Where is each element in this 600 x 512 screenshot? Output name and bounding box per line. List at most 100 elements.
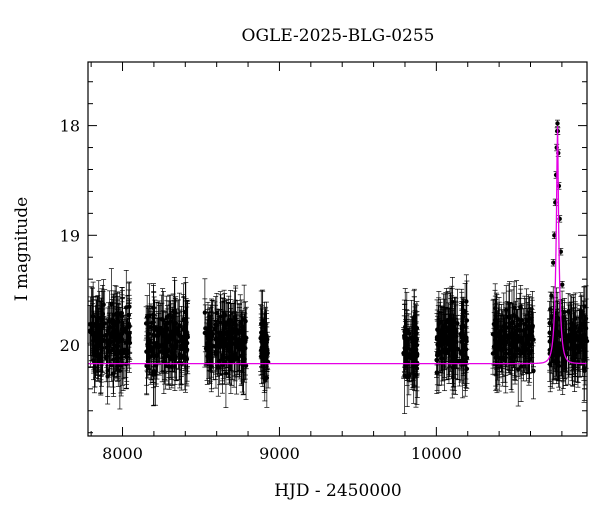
point-marker [216, 365, 221, 370]
point-marker [107, 338, 113, 344]
data-point [414, 334, 420, 374]
point-marker [170, 352, 176, 357]
data-point [172, 298, 178, 348]
data-point [90, 303, 96, 357]
point-marker [163, 350, 169, 356]
data-point [511, 281, 517, 334]
point-marker [531, 337, 536, 342]
point-marker [530, 323, 535, 329]
point-marker [172, 324, 177, 330]
point-marker [507, 351, 512, 356]
point-marker [412, 322, 417, 328]
point-marker [516, 367, 521, 372]
point-marker [149, 348, 154, 354]
data-point [214, 292, 220, 333]
point-marker [184, 347, 190, 352]
data-point [491, 298, 497, 350]
point-marker [95, 351, 101, 357]
point-marker [220, 339, 226, 344]
point-marker [102, 333, 108, 338]
data-point [170, 337, 176, 372]
point-marker [98, 325, 103, 330]
point-marker [240, 350, 245, 356]
data-point [150, 343, 156, 407]
point-marker [116, 332, 121, 338]
point-marker [146, 341, 151, 346]
point-marker [493, 355, 498, 360]
point-marker [548, 306, 553, 312]
point-marker [156, 330, 162, 335]
point-marker [147, 313, 152, 318]
point-marker [209, 359, 214, 365]
point-marker [173, 330, 178, 335]
point-marker [223, 371, 229, 376]
point-marker [112, 319, 118, 324]
data-point [444, 323, 450, 381]
point-marker [97, 337, 103, 342]
data-point [151, 336, 157, 406]
point-marker [225, 329, 231, 335]
point-marker [179, 343, 184, 348]
point-marker [414, 351, 420, 357]
point-marker [448, 329, 453, 335]
point-marker [463, 347, 469, 352]
point-marker [164, 315, 169, 320]
point-marker [92, 348, 98, 353]
point-marker [406, 331, 412, 336]
point-marker [151, 319, 156, 325]
data-point [531, 312, 537, 368]
point-marker [464, 299, 469, 304]
point-marker [259, 351, 264, 356]
data-point [165, 339, 171, 373]
point-marker [173, 320, 178, 326]
data-point [204, 319, 210, 381]
point-marker [202, 330, 208, 336]
point-marker [490, 351, 496, 356]
data-point [508, 326, 514, 390]
point-marker [512, 341, 517, 346]
point-marker [234, 338, 239, 344]
data-point [413, 303, 419, 358]
point-marker [119, 310, 124, 316]
data-point [115, 304, 121, 366]
point-marker [90, 327, 95, 333]
point-marker [464, 318, 470, 323]
data-point [515, 332, 521, 407]
data-point [175, 299, 181, 370]
point-marker [443, 324, 449, 330]
data-point [163, 332, 169, 374]
point-marker [515, 317, 521, 322]
data-point [184, 317, 190, 382]
point-marker [436, 336, 441, 341]
data-point [406, 313, 412, 354]
point-marker [450, 299, 455, 305]
data-point [452, 339, 458, 379]
data-point [115, 315, 121, 377]
data-point [225, 303, 231, 362]
data-point [146, 317, 152, 371]
data-point [178, 326, 184, 365]
point-marker [508, 356, 514, 361]
point-marker [126, 333, 132, 338]
point-marker [151, 368, 157, 374]
data-point [176, 345, 182, 381]
point-marker [506, 314, 512, 319]
point-marker [232, 334, 238, 340]
data-point [153, 325, 159, 387]
data-point [262, 311, 268, 366]
data-point [156, 300, 162, 365]
point-marker [211, 343, 216, 349]
point-marker [413, 328, 418, 333]
data-layer [87, 119, 590, 414]
point-marker [435, 327, 440, 332]
point-marker [183, 309, 188, 315]
point-marker [121, 347, 127, 353]
point-marker [229, 330, 234, 335]
data-point [219, 297, 225, 368]
point-marker [402, 345, 407, 351]
point-marker [182, 331, 188, 336]
data-point [502, 338, 508, 383]
point-marker [527, 325, 532, 330]
point-marker [464, 355, 470, 361]
data-point [449, 277, 455, 327]
